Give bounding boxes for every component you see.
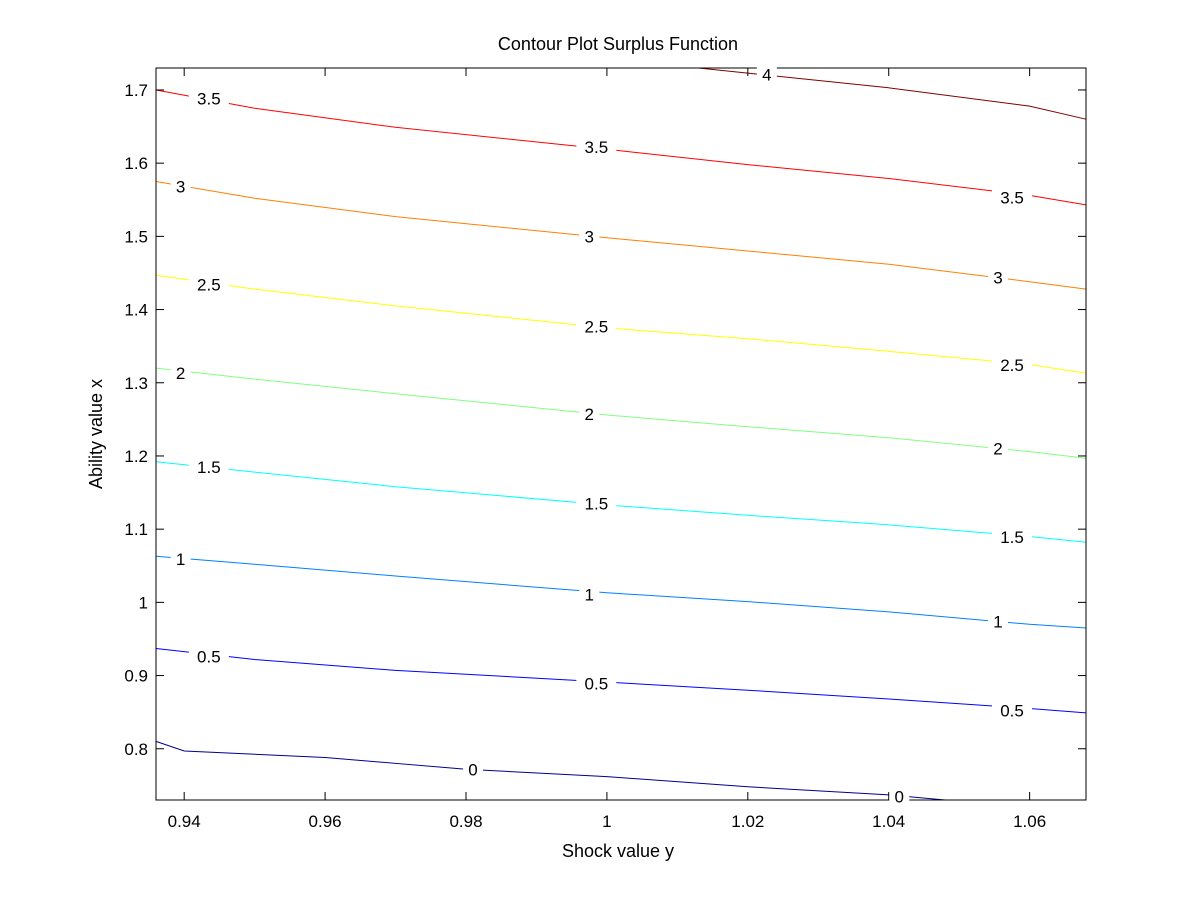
- contour-label-mask: [170, 175, 191, 196]
- contour-label: 3: [993, 268, 1002, 287]
- contour-label-mask: [889, 785, 910, 806]
- x-axis-label: Shock value y: [562, 841, 674, 861]
- contour-label: 3: [585, 227, 594, 246]
- contour-label-mask: [756, 63, 777, 84]
- contour-line-4: [698, 67, 1087, 120]
- contour-label: 2.5: [585, 317, 609, 336]
- contour-label-mask: [576, 315, 617, 336]
- contour-label: 2.5: [197, 276, 221, 295]
- contour-label: 3.5: [585, 138, 609, 157]
- x-tick-label: 1.02: [731, 812, 764, 831]
- y-tick-label: 1.7: [124, 81, 148, 100]
- y-tick-label: 1.5: [124, 227, 148, 246]
- x-tick-label: 0.96: [309, 812, 342, 831]
- x-tick-label: 0.98: [449, 812, 482, 831]
- contour-label: 0.5: [585, 675, 609, 694]
- contour-label-mask: [576, 672, 617, 693]
- contour-label: 1: [176, 550, 185, 569]
- contour-label-mask: [188, 645, 229, 666]
- contour-label-mask: [188, 455, 229, 476]
- y-tick-label: 0.8: [124, 740, 148, 759]
- contour-label: 1.5: [1000, 528, 1024, 547]
- contour-label: 0.5: [1000, 702, 1024, 721]
- contour-label-mask: [576, 492, 617, 513]
- contour-label-mask: [992, 699, 1033, 720]
- contour-label-mask: [576, 136, 617, 157]
- contour-label: 2: [993, 440, 1002, 459]
- contour-label-mask: [987, 266, 1008, 287]
- contour-labels: 0 0 0.5 0.5 0.5 1 1 1 1.5 1.5 1.5 2 2 2 2.5 2.5 2.5 3 3 3 3.…: [170, 63, 1033, 806]
- y-tick-label: 0.9: [124, 667, 148, 686]
- contour-label-mask: [170, 362, 191, 383]
- contour-label: 0.5: [197, 648, 221, 667]
- contour-label: 1.5: [197, 458, 221, 477]
- chart-title: Contour Plot Surplus Function: [498, 34, 738, 54]
- contour-label-mask: [992, 186, 1033, 207]
- plot-frame: [155, 67, 1087, 801]
- y-tick-label: 1.1: [124, 520, 148, 539]
- y-axis-label: Ability value x: [86, 379, 106, 489]
- contour-label-mask: [170, 548, 191, 569]
- contour-label-mask: [992, 354, 1033, 375]
- contour-label-mask: [579, 403, 600, 424]
- contour-label: 2: [176, 364, 185, 383]
- contour-label: 1.5: [585, 495, 609, 514]
- contour-label: 3: [176, 178, 185, 197]
- contour-label: 0: [895, 787, 904, 806]
- contour-label: 2.5: [1000, 356, 1024, 375]
- y-tick-label: 1.4: [124, 301, 148, 320]
- contour-label-mask: [188, 273, 229, 294]
- contour-label: 1: [993, 612, 1002, 631]
- x-tick-label: 0.94: [168, 812, 201, 831]
- contour-label: 0: [468, 760, 477, 779]
- y-tick-label: 1: [139, 593, 148, 612]
- contour-label-mask: [579, 225, 600, 246]
- contour-label: 3.5: [197, 90, 221, 109]
- contour-label-mask: [987, 610, 1008, 631]
- contour-label-mask: [188, 87, 229, 108]
- contour-label-mask: [987, 437, 1008, 458]
- contour-line-0: [155, 740, 946, 801]
- contour-label-mask: [579, 583, 600, 604]
- contour-lines: [155, 67, 1087, 801]
- contour-label: 2: [585, 405, 594, 424]
- x-tick-label: 1.06: [1013, 812, 1046, 831]
- contour-label: 3.5: [1000, 189, 1024, 208]
- y-tick-label: 1.3: [124, 374, 148, 393]
- x-tick-label: 1.04: [872, 812, 905, 831]
- axis-ticks: 0.94 0.96 0.98 1 1.02 1.04 1.06 0.8 0.9 1 1.1 1.2 1.…: [124, 68, 1086, 831]
- contour-label-mask: [463, 758, 484, 779]
- y-tick-label: 1.2: [124, 447, 148, 466]
- contour-label: 4: [762, 66, 771, 85]
- contour-label-mask: [992, 526, 1033, 547]
- x-tick-label: 1: [602, 812, 611, 831]
- contour-label: 1: [585, 585, 594, 604]
- y-tick-label: 1.6: [124, 154, 148, 173]
